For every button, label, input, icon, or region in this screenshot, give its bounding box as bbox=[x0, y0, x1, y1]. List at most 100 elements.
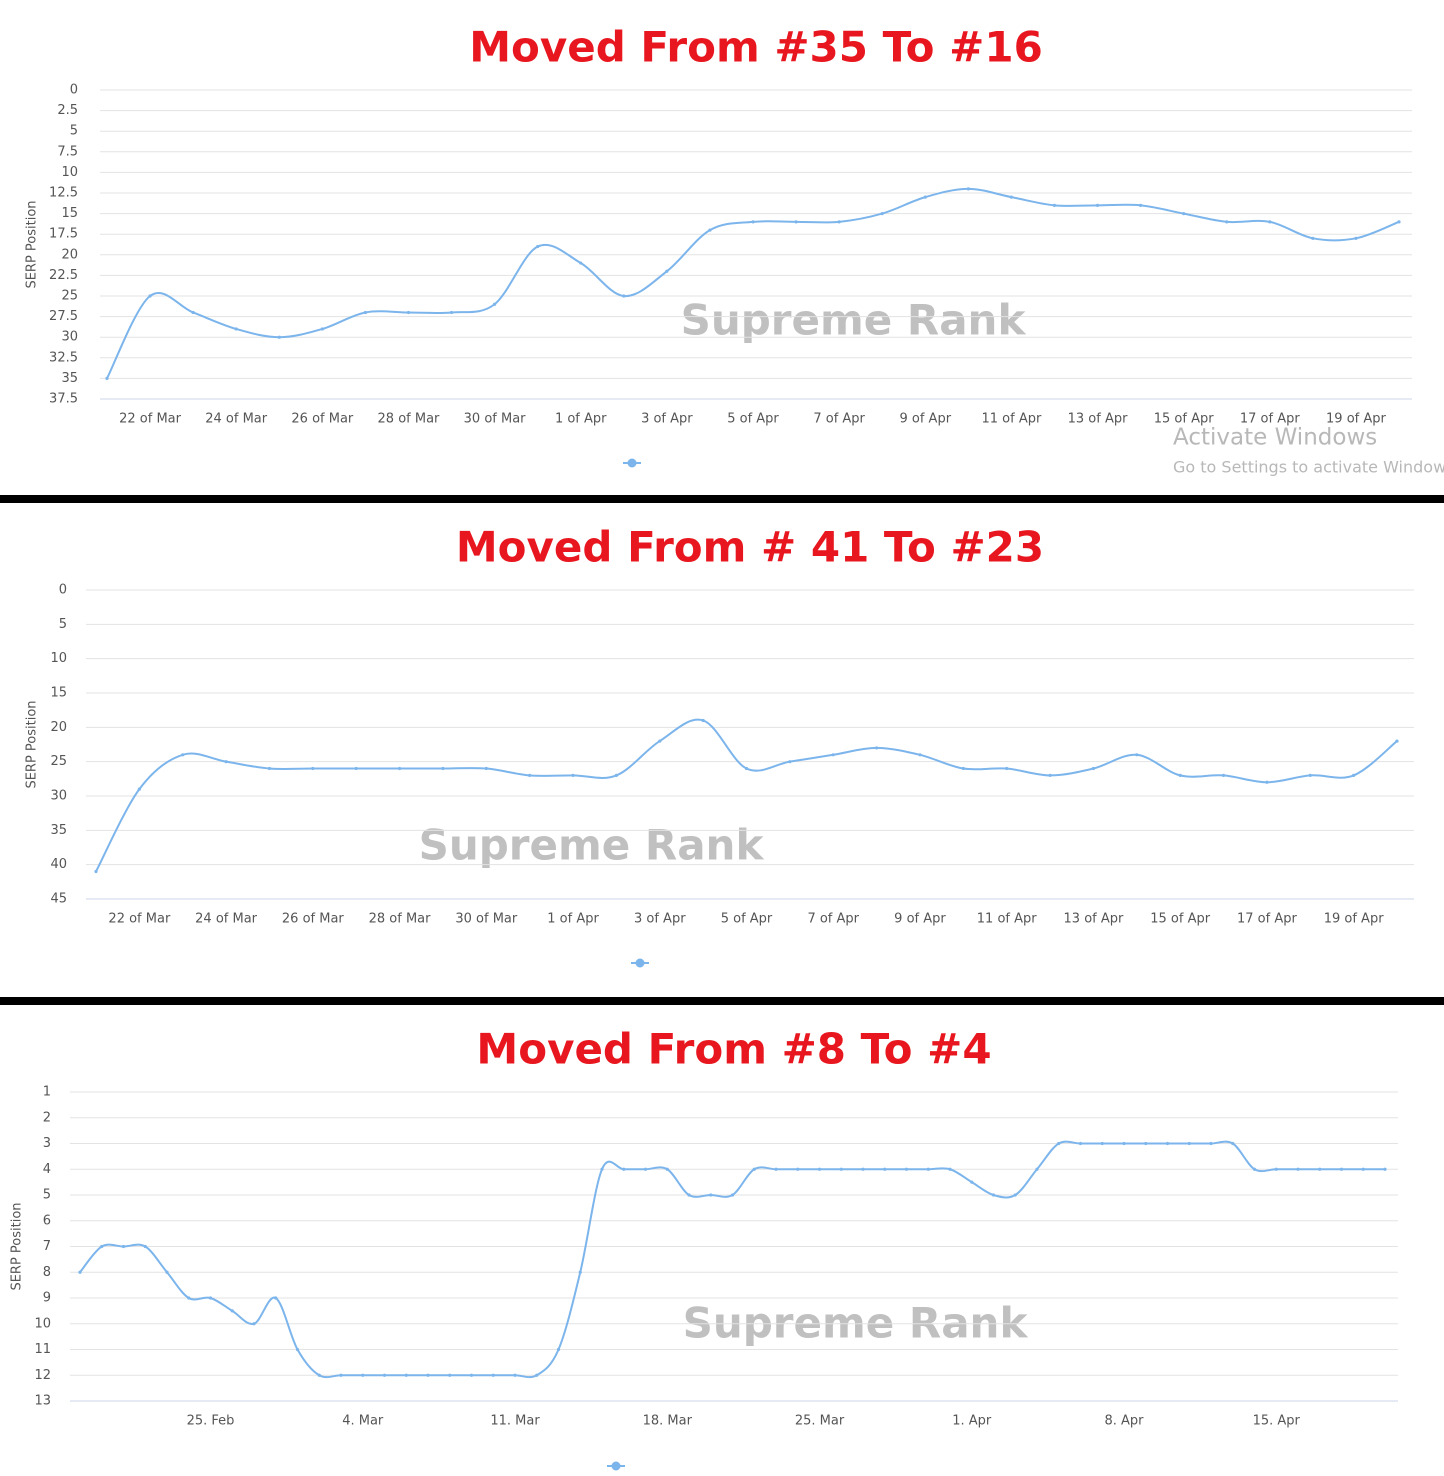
data-point bbox=[774, 1167, 778, 1171]
data-point bbox=[923, 195, 927, 199]
y-tick-label: 20 bbox=[50, 720, 67, 735]
data-point bbox=[143, 1244, 147, 1249]
x-tick-label: 3 of Apr bbox=[634, 912, 686, 927]
data-point bbox=[817, 1167, 822, 1171]
data-point bbox=[191, 310, 195, 315]
x-tick-label: 26 of Mar bbox=[291, 412, 354, 427]
data-point bbox=[363, 310, 367, 315]
y-tick-label: 10 bbox=[34, 1316, 51, 1331]
data-point bbox=[1221, 773, 1226, 778]
x-tick-label: 30 of Mar bbox=[455, 912, 518, 927]
separator bbox=[0, 495, 1444, 503]
data-point bbox=[600, 1167, 604, 1171]
data-point bbox=[1231, 1141, 1235, 1146]
y-tick-label: 12 bbox=[34, 1368, 51, 1383]
y-tick-label: 35 bbox=[61, 371, 78, 386]
data-point bbox=[880, 212, 884, 216]
legend-symbol bbox=[635, 958, 645, 968]
data-point bbox=[277, 335, 281, 339]
data-point bbox=[491, 1373, 495, 1377]
data-point bbox=[1048, 773, 1052, 778]
data-point bbox=[339, 1373, 343, 1377]
data-point bbox=[1352, 773, 1356, 778]
data-point bbox=[448, 1373, 452, 1377]
data-point bbox=[708, 228, 712, 232]
x-tick-label: 8. Apr bbox=[1104, 1414, 1144, 1429]
data-point bbox=[622, 294, 626, 298]
data-point bbox=[311, 766, 315, 771]
data-point bbox=[883, 1167, 887, 1171]
y-tick-label: 27.5 bbox=[49, 309, 78, 324]
x-tick-label: 18. Mar bbox=[643, 1414, 693, 1429]
data-point bbox=[1354, 236, 1358, 240]
data-point bbox=[1009, 195, 1014, 199]
data-point bbox=[991, 1193, 996, 1197]
data-point bbox=[831, 753, 835, 757]
data-point bbox=[528, 773, 532, 778]
data-point bbox=[1225, 220, 1229, 224]
data-point bbox=[1182, 212, 1186, 216]
y-tick-label: 0 bbox=[70, 83, 78, 98]
data-point bbox=[535, 1373, 539, 1377]
data-point bbox=[904, 1167, 909, 1171]
x-tick-label: 9 of Apr bbox=[899, 412, 951, 427]
data-point bbox=[1395, 739, 1399, 743]
y-tick-label: 10 bbox=[61, 165, 78, 180]
data-point bbox=[252, 1322, 256, 1326]
data-point bbox=[397, 766, 402, 771]
legend-symbol bbox=[627, 458, 637, 468]
data-point bbox=[926, 1167, 930, 1171]
data-point bbox=[556, 1347, 561, 1352]
data-point bbox=[267, 766, 272, 771]
data-point bbox=[1339, 1167, 1344, 1171]
x-tick-label: 25. Feb bbox=[187, 1414, 235, 1429]
data-point bbox=[469, 1373, 474, 1377]
chart-title: Moved From # 41 To #23 bbox=[456, 523, 1044, 572]
data-point bbox=[536, 244, 540, 249]
x-tick-label: 26 of Mar bbox=[282, 912, 345, 927]
data-point bbox=[187, 1296, 191, 1300]
data-point bbox=[1078, 1141, 1083, 1146]
x-tick-label: 28 of Mar bbox=[369, 912, 432, 927]
x-tick-label: 22 of Mar bbox=[119, 412, 182, 427]
y-tick-label: 25 bbox=[50, 754, 67, 769]
data-point bbox=[1383, 1167, 1387, 1171]
data-point bbox=[1308, 773, 1312, 778]
x-tick-label: 19 of Apr bbox=[1326, 412, 1386, 427]
x-tick-label: 9 of Apr bbox=[894, 912, 946, 927]
x-tick-label: 24 of Mar bbox=[195, 912, 258, 927]
data-point bbox=[966, 187, 970, 191]
data-point bbox=[1100, 1141, 1104, 1146]
x-tick-label: 30 of Mar bbox=[464, 412, 527, 427]
data-point bbox=[751, 220, 755, 224]
data-point bbox=[354, 766, 358, 771]
y-tick-label: 17.5 bbox=[49, 227, 78, 242]
chart-title: Moved From #8 To #4 bbox=[476, 1025, 991, 1074]
y-tick-label: 32.5 bbox=[49, 350, 78, 365]
data-point bbox=[837, 220, 841, 224]
data-point bbox=[493, 302, 497, 306]
x-tick-label: 28 of Mar bbox=[378, 412, 441, 427]
data-point bbox=[1209, 1141, 1213, 1146]
data-point bbox=[105, 376, 109, 380]
data-point bbox=[230, 1309, 234, 1313]
data-point bbox=[752, 1167, 756, 1171]
x-tick-label: 15 of Apr bbox=[1150, 912, 1210, 927]
y-axis-label: SERP Position bbox=[10, 1202, 25, 1290]
data-point bbox=[579, 261, 583, 265]
x-tick-label: 3 of Apr bbox=[641, 412, 693, 427]
data-point bbox=[970, 1180, 974, 1184]
data-point bbox=[1397, 220, 1401, 224]
data-point bbox=[449, 310, 454, 315]
data-point bbox=[643, 1167, 648, 1171]
data-point bbox=[1265, 780, 1269, 784]
data-point bbox=[441, 766, 445, 771]
watermark: Supreme Rank bbox=[419, 821, 765, 870]
data-point bbox=[78, 1270, 82, 1274]
data-point bbox=[94, 869, 98, 874]
data-point bbox=[961, 766, 965, 771]
y-tick-label: 45 bbox=[50, 892, 67, 907]
x-tick-label: 19 of Apr bbox=[1324, 912, 1384, 927]
data-point bbox=[918, 753, 922, 757]
